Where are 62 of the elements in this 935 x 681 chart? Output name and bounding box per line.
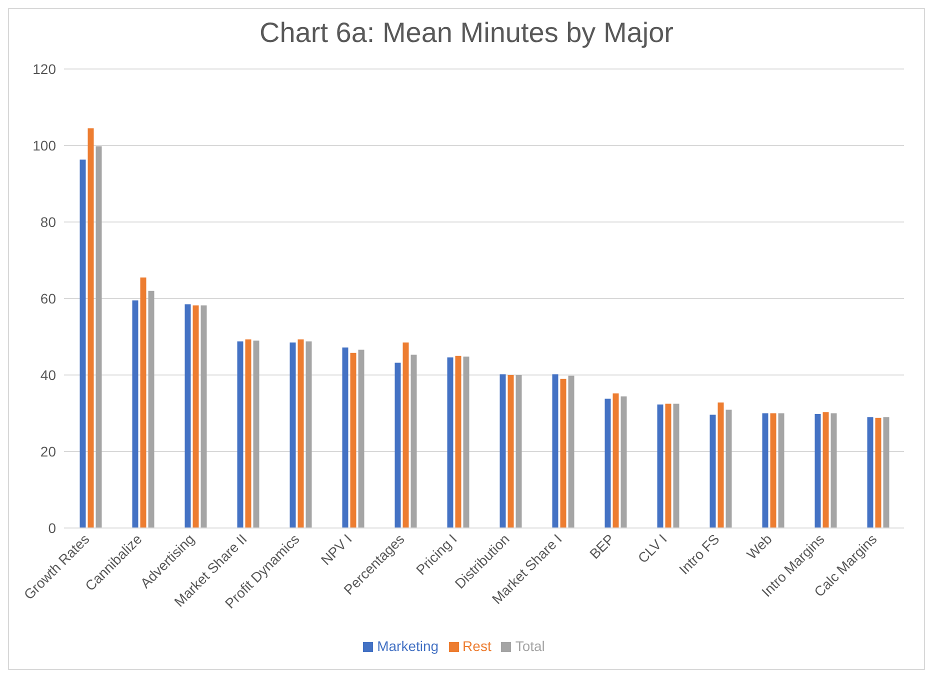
bar — [718, 402, 724, 528]
bar — [96, 146, 102, 528]
bar — [516, 375, 522, 528]
bar — [620, 396, 627, 528]
bar — [148, 290, 154, 528]
bar — [814, 414, 821, 528]
legend-label: Rest — [462, 638, 492, 654]
bar — [463, 356, 470, 528]
bar — [830, 413, 837, 528]
y-tick-label: 120 — [32, 60, 56, 77]
bar — [88, 128, 94, 528]
bar — [237, 341, 244, 528]
bar — [710, 414, 716, 528]
y-tick-label: 40 — [40, 366, 56, 383]
bar — [508, 375, 514, 528]
chart-title: Chart 6a: Mean Minutes by Major — [258, 17, 674, 49]
bar — [604, 398, 611, 528]
bar — [867, 417, 874, 528]
y-tick-label: 20 — [40, 443, 56, 460]
bar — [665, 404, 672, 528]
bar — [612, 393, 619, 528]
legend-label: Marketing — [377, 638, 439, 654]
bar — [394, 362, 401, 528]
bar — [402, 342, 409, 528]
bar — [200, 305, 207, 528]
bar — [822, 412, 829, 528]
bar — [192, 305, 199, 528]
bar — [350, 352, 356, 528]
bar — [245, 339, 252, 528]
bar — [875, 418, 882, 528]
y-tick-label: 100 — [32, 137, 56, 154]
x-tick-label: Intro FS — [676, 530, 722, 578]
x-tick-label: Web — [743, 530, 776, 562]
bar — [447, 357, 454, 528]
bar — [80, 160, 86, 528]
bar — [673, 404, 680, 528]
bar — [342, 347, 348, 528]
bar — [560, 378, 566, 528]
bar — [455, 356, 462, 528]
bar — [762, 413, 768, 528]
y-tick-label: 0 — [48, 520, 56, 536]
x-tick-label: CLV I — [634, 530, 670, 566]
bar — [132, 300, 138, 528]
legend-label: Total — [515, 638, 545, 654]
bar — [726, 410, 732, 528]
y-tick-label: 80 — [40, 214, 56, 230]
bar — [552, 374, 558, 528]
bar — [358, 350, 364, 528]
bar — [306, 341, 312, 528]
bar — [778, 413, 784, 528]
bar — [298, 339, 304, 528]
bar — [140, 277, 146, 528]
bar — [657, 404, 664, 528]
bar — [883, 417, 890, 528]
bar — [770, 413, 776, 528]
bar — [500, 374, 506, 528]
bar — [410, 354, 417, 528]
bar — [290, 342, 296, 528]
bar — [253, 340, 260, 528]
bar — [184, 304, 191, 528]
bar — [568, 376, 574, 528]
y-tick-label: 60 — [40, 290, 56, 306]
